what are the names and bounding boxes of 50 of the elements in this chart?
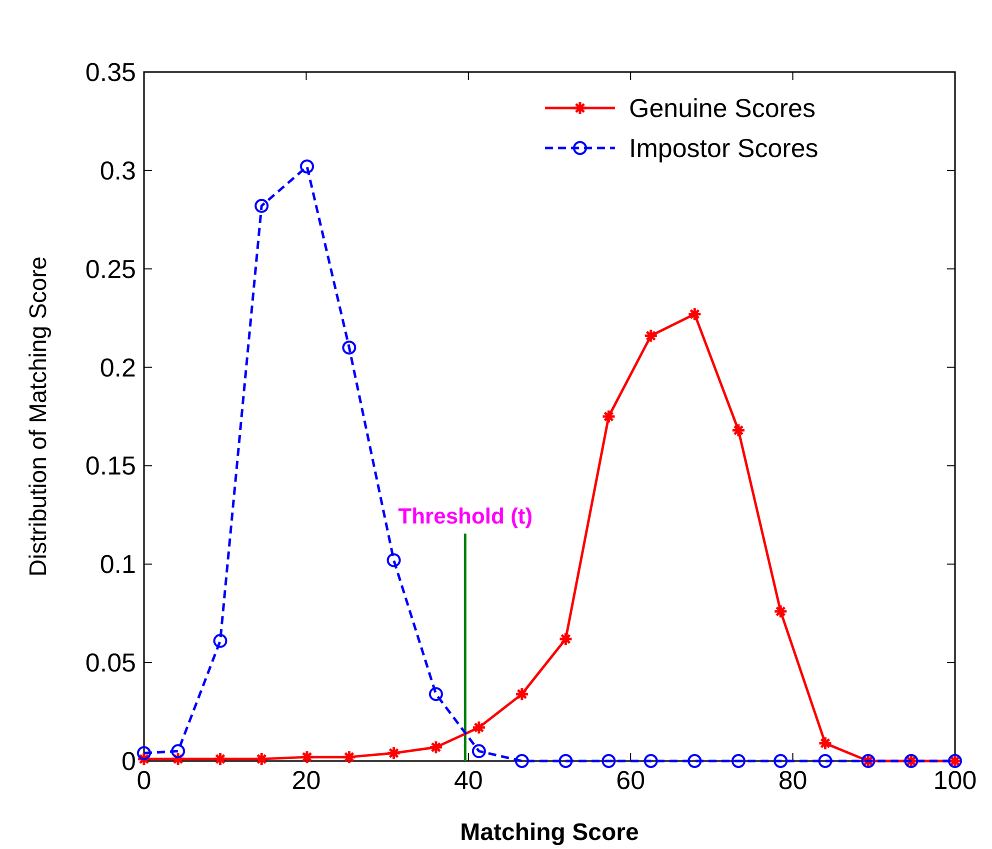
point: [514, 754, 529, 768]
point: [558, 754, 573, 768]
point: [386, 746, 402, 760]
x-tick-label: 100: [933, 765, 977, 795]
point: [731, 423, 746, 438]
y-axis-title: Distribution of Matching Score: [25, 256, 52, 577]
point: [254, 752, 269, 766]
point: [514, 686, 530, 702]
point: [472, 720, 486, 735]
x-tick-label: 80: [778, 765, 808, 795]
y-tick-label: 0.15: [85, 450, 136, 481]
point: [818, 754, 832, 768]
y-tick-label: 0.25: [85, 254, 136, 284]
x-tick-label: 60: [616, 765, 646, 795]
point: [171, 744, 186, 758]
legend-label: Impostor Scores: [629, 133, 818, 163]
point: [687, 306, 702, 322]
x-tick-label: 40: [454, 765, 483, 795]
point: [213, 634, 228, 648]
point: [428, 687, 443, 702]
point: [774, 754, 788, 768]
point: [773, 604, 788, 619]
point: [300, 750, 314, 764]
point: [818, 736, 832, 751]
y-tick-label: 0.3: [100, 155, 136, 186]
y-tick-label: 0.05: [85, 648, 136, 678]
point: [342, 340, 356, 355]
point: [602, 754, 616, 768]
point: [601, 409, 616, 424]
y-tick-label: 0: [122, 746, 136, 776]
point: [342, 750, 356, 764]
x-tick-label: 20: [292, 765, 321, 795]
y-tick-label: 0.2: [100, 352, 136, 382]
y-tick-label: 0.1: [100, 549, 136, 580]
point: [688, 754, 702, 768]
x-axis-title: Matching Score: [460, 819, 639, 846]
point: [212, 752, 228, 766]
y-tick-label: 0.35: [85, 57, 136, 87]
point: [428, 740, 444, 754]
point: [731, 754, 746, 768]
point: [644, 328, 658, 344]
point: [137, 746, 151, 760]
point: [254, 198, 269, 213]
point: [644, 754, 658, 768]
point: [300, 159, 314, 174]
point: [386, 553, 401, 568]
point: [472, 744, 486, 758]
legend-label: Genuine Scores: [629, 93, 816, 123]
point: [558, 632, 573, 646]
ref-line-label: Threshold (t): [398, 504, 533, 529]
